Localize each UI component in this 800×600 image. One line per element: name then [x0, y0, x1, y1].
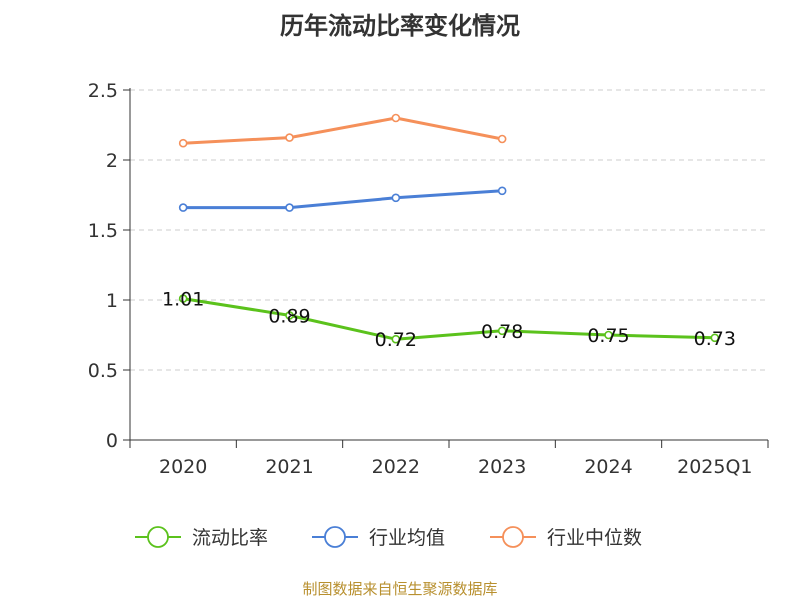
x-tick-label: 2025Q1: [677, 456, 752, 478]
y-tick-label: 0.5: [88, 360, 118, 382]
data-label: 1.01: [162, 289, 204, 311]
data-point: [285, 311, 294, 320]
legend-label: 行业均值: [369, 527, 445, 549]
data-point: [178, 294, 188, 303]
axes: 0 0.5 1 1.5 2 2.5 2020 2021 2022 2023 2024 2025Q1: [88, 80, 769, 478]
y-tick-label: 0: [106, 430, 118, 452]
legend-label: 行业中位数: [547, 527, 642, 549]
series-line: [183, 189, 503, 210]
data-label: 0.75: [587, 325, 629, 347]
legend-label: 流动比率: [192, 527, 268, 549]
legend-marker: [147, 526, 169, 548]
data-point: [178, 203, 188, 212]
y-tick-label: 2: [106, 150, 118, 172]
y-tick-label: 1.5: [88, 220, 118, 242]
data-point: [391, 334, 401, 344]
data-point: [497, 326, 507, 336]
data-point: [285, 133, 294, 142]
data-label: 0.78: [481, 321, 523, 343]
legend-marker: [502, 526, 524, 548]
x-tick-label: 2020: [159, 456, 207, 478]
source-note: 制图数据来自恒生聚源数据库: [302, 580, 498, 598]
x-tick-label: 2024: [584, 456, 632, 478]
x-tick-label: 2023: [478, 456, 526, 478]
data-point: [497, 186, 507, 196]
x-tick-label: 2021: [265, 456, 313, 478]
data-label: 0.89: [268, 305, 310, 327]
legend-item: 流动比率: [135, 526, 268, 549]
legend-item: 行业均值: [312, 526, 445, 549]
data-point: [497, 134, 507, 144]
legend-marker: [324, 526, 346, 548]
data-labels: 1.01 0.89 0.72 0.78 0.75 0.73: [162, 289, 736, 352]
data-point: [710, 333, 720, 343]
grid-lines: [130, 89, 768, 371]
legend-item: 行业中位数: [490, 526, 642, 549]
data-point: [604, 330, 613, 340]
y-tick-label: 1: [106, 290, 118, 312]
data-point: [391, 193, 401, 203]
data-label: 0.73: [694, 328, 736, 350]
series-line: [183, 116, 503, 145]
series-lines: [178, 113, 720, 344]
data-point: [285, 203, 294, 212]
series-line: [182, 297, 715, 341]
data-point: [391, 113, 401, 123]
legend: 流动比率 行业均值 行业中位数: [135, 526, 642, 549]
x-tick-label: 2022: [372, 456, 420, 478]
y-tick-label: 2.5: [88, 80, 118, 102]
chart-title: 历年流动比率变化情况: [280, 12, 520, 40]
data-label: 0.72: [375, 329, 417, 351]
data-point: [178, 138, 188, 148]
